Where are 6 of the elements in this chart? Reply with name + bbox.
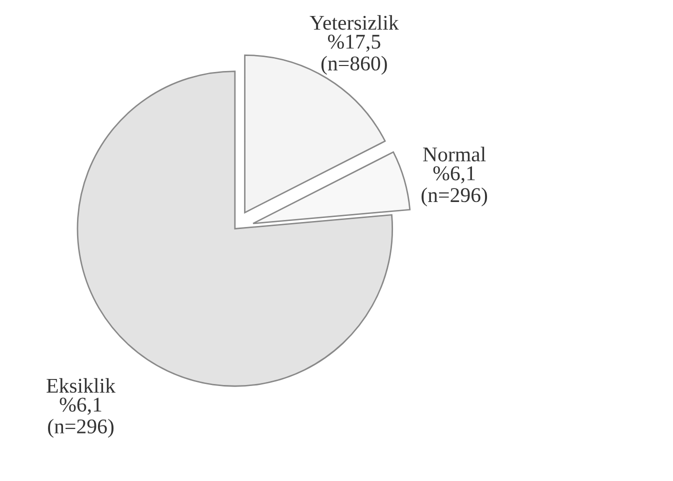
text: %6,1 (n=296): [422, 166, 488, 206]
text: %6,1 (n=296): [48, 398, 114, 438]
slice-label: Normal: [423, 146, 486, 162]
slice-label: Yetersizlik: [310, 15, 399, 30]
text: %17,5 (n=860): [321, 34, 387, 75]
slice-label: Eksiklik: [46, 378, 116, 393]
